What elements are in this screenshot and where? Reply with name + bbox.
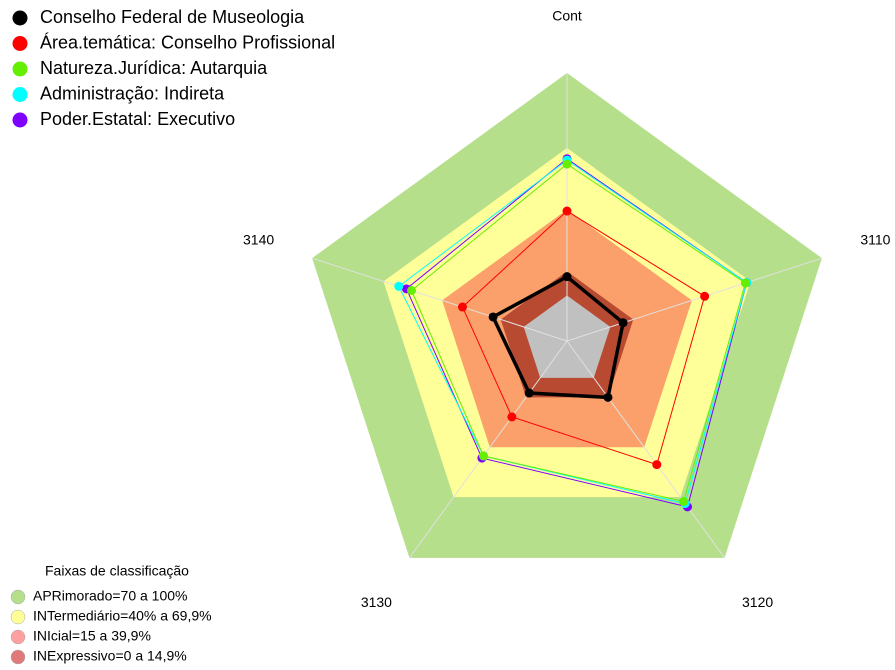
data-point (457, 302, 467, 312)
axis-label: Cont (552, 7, 582, 23)
data-point (652, 460, 662, 470)
legend-marker (12, 112, 28, 128)
data-point (479, 451, 489, 461)
data-point (524, 388, 534, 398)
band-legend-title: Faixas de classificação (45, 563, 189, 579)
series-line (461, 210, 706, 466)
data-point (700, 291, 710, 301)
series-line (410, 163, 746, 503)
legend-label: Poder.Estatal: Executivo (40, 109, 235, 129)
band-legend-marker (10, 629, 26, 645)
axis-spoke (311, 257, 568, 342)
legend-label: Natureza.Jurídica: Autarquia (40, 58, 268, 78)
legend-label: Conselho Federal de Museologia (40, 7, 305, 27)
band-legend-label: INTermediário=40% a 69,9% (33, 608, 212, 624)
data-point (407, 285, 417, 295)
data-point (562, 159, 572, 169)
data-point (618, 318, 628, 328)
series-line (490, 274, 625, 400)
axis-label: 3120 (742, 594, 773, 610)
axis-label: 3110 (860, 231, 890, 247)
legend-marker (12, 36, 28, 51)
data-point (394, 281, 404, 291)
series-line (398, 159, 748, 505)
axis-label: 3140 (243, 231, 274, 247)
axis-spoke (566, 340, 725, 559)
data-point (562, 272, 572, 282)
data-point (507, 412, 517, 422)
data-point (740, 278, 750, 288)
band-legend-marker (10, 589, 26, 605)
legend-label: Área.temática: Conselho Profissional (40, 32, 335, 52)
legend-marker (12, 61, 28, 77)
band-legend-label: INExpressivo=0 a 14,9% (33, 648, 187, 664)
data-point (488, 312, 498, 322)
legend-marker (12, 87, 28, 102)
axis-spoke (566, 257, 823, 342)
axis-label: 3130 (361, 594, 392, 610)
data-point (603, 392, 613, 402)
data-point (562, 206, 572, 216)
legend-marker (12, 10, 28, 26)
band-legend-marker (10, 609, 26, 625)
legend-label: Administração: Indireta (40, 83, 225, 103)
data-point (679, 496, 689, 506)
band-legend-marker (10, 649, 26, 665)
axis-spoke (409, 340, 568, 559)
band-legend-label: APRimorado=70 a 100% (33, 588, 188, 604)
band-legend-label: INIcial=15 a 39,9% (33, 628, 151, 644)
